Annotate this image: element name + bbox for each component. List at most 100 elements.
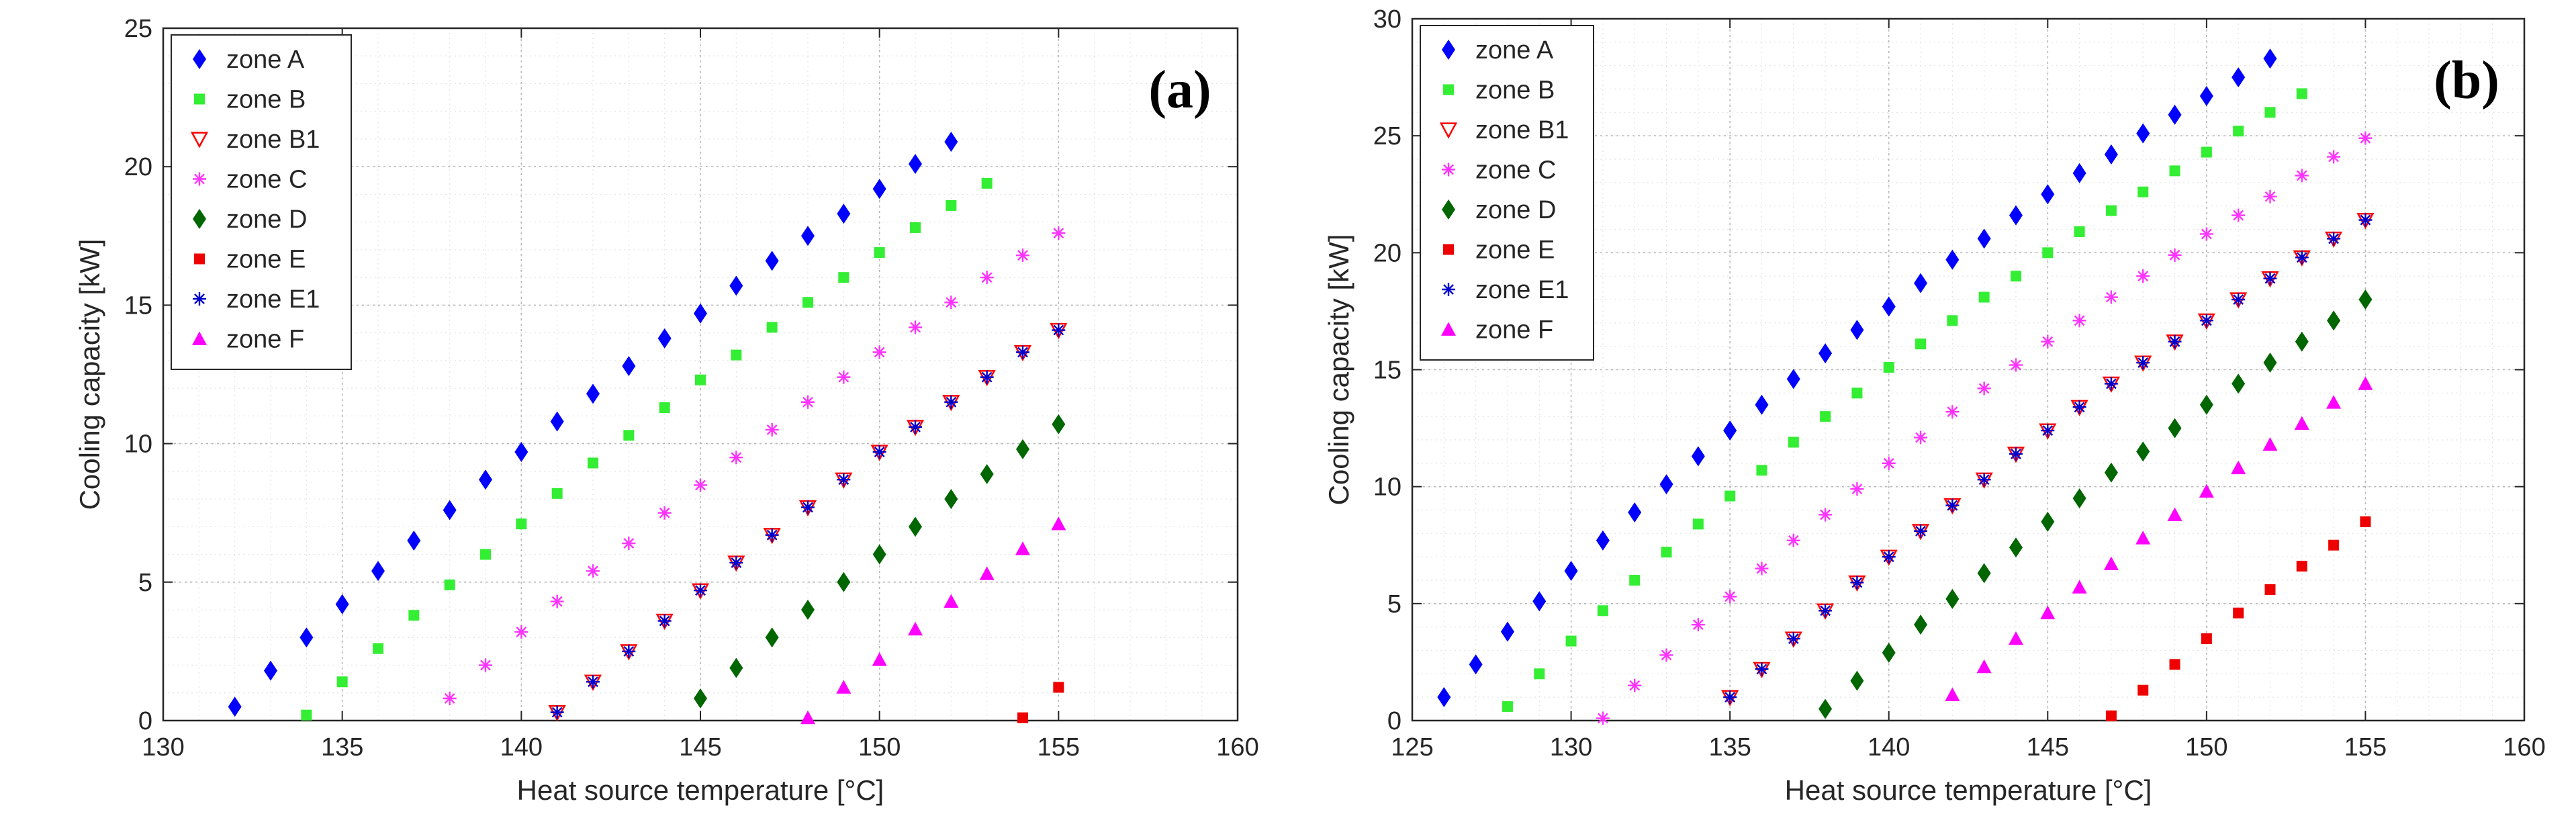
data-point: [2295, 250, 2309, 265]
data-point: [979, 566, 995, 580]
series-zone-a: [1437, 48, 2277, 708]
x-tick-label: 130: [1550, 733, 1592, 762]
data-point: [837, 203, 851, 224]
y-tick-label: 20: [1373, 239, 1401, 267]
data-point: [729, 451, 743, 465]
data-point: [2327, 232, 2341, 246]
data-point: [2295, 331, 2309, 352]
data-point: [872, 179, 886, 199]
data-point: [1819, 698, 1833, 719]
data-point: [1597, 605, 1608, 616]
data-point: [766, 322, 778, 333]
series-zone-d: [694, 414, 1066, 709]
data-point: [800, 710, 815, 725]
legend-label: zone F: [1475, 316, 1553, 345]
series-zone-a: [228, 132, 958, 717]
data-point: [1469, 654, 1483, 675]
data-point: [2137, 186, 2149, 197]
y-tick-label: 25: [1373, 122, 1401, 150]
data-point: [694, 688, 707, 709]
data-point: [944, 594, 959, 608]
data-point: [2199, 394, 2213, 415]
data-point: [946, 199, 957, 211]
legend-label: zone D: [226, 205, 307, 234]
data-point: [2072, 488, 2086, 509]
data-point: [909, 420, 922, 434]
data-point: [1659, 648, 1673, 662]
data-point: [622, 356, 636, 377]
data-point: [2296, 88, 2307, 99]
data-point: [2169, 165, 2180, 177]
data-point: [550, 594, 564, 608]
x-axis-label: Heat source temperature [°C]: [517, 774, 884, 806]
data-point: [2072, 580, 2087, 594]
data-point: [623, 430, 635, 441]
x-tick-label: 145: [2027, 733, 2069, 762]
data-point: [407, 530, 421, 551]
data-point: [1723, 590, 1737, 604]
y-tick-label: 5: [138, 569, 152, 597]
data-point: [2232, 373, 2246, 394]
data-point: [1755, 561, 1769, 576]
data-point: [657, 614, 672, 628]
data-point: [1947, 315, 1958, 326]
data-point: [944, 132, 958, 152]
data-point: [1914, 430, 1928, 445]
x-tick-label: 155: [2344, 733, 2387, 762]
data-point: [1850, 576, 1864, 590]
legend-marker: [192, 331, 207, 345]
x-axis-label: Heat source temperature [°C]: [1785, 774, 2152, 806]
legend-marker: [193, 49, 206, 69]
data-point: [2294, 416, 2309, 430]
data-point: [586, 675, 600, 689]
data-point: [2199, 85, 2213, 106]
legend-marker: [1442, 283, 1455, 296]
data-point: [1016, 439, 1029, 459]
data-point: [2168, 418, 2182, 439]
data-point: [1755, 394, 1769, 415]
data-point: [1532, 591, 1547, 612]
legend-marker: [194, 253, 205, 265]
legend-marker: [1442, 163, 1455, 177]
data-point: [1882, 642, 1896, 663]
data-point: [1820, 411, 1831, 422]
data-point: [729, 275, 743, 296]
legend-label: zone B: [1475, 77, 1555, 105]
data-point: [659, 402, 670, 413]
data-point: [909, 154, 922, 175]
legend-box: [1420, 25, 1594, 361]
data-point: [514, 441, 528, 462]
data-point: [408, 610, 420, 621]
data-point: [2009, 358, 2023, 372]
data-point: [802, 297, 813, 308]
data-point: [2105, 205, 2117, 216]
data-point: [1564, 561, 1578, 582]
legend-label: zone F: [226, 326, 304, 354]
data-point: [695, 374, 706, 385]
data-point: [2326, 395, 2342, 409]
data-point: [1788, 437, 1799, 448]
legend-marker: [1439, 122, 1458, 139]
data-point: [1052, 414, 1066, 434]
data-point: [1882, 296, 1896, 317]
data-point: [228, 696, 242, 717]
data-point: [836, 680, 852, 694]
y-tick-label: 30: [1373, 5, 1401, 34]
data-point: [1692, 518, 1704, 530]
data-point: [729, 657, 743, 678]
x-tick-label: 145: [679, 733, 721, 762]
legend-marker: [1441, 322, 1456, 336]
data-point: [2231, 460, 2246, 475]
x-tick-label: 140: [1868, 733, 1910, 762]
x-tick-label: 125: [1391, 733, 1433, 762]
data-point: [2263, 271, 2277, 285]
data-point: [2136, 123, 2150, 144]
data-point: [1977, 228, 1991, 249]
data-point: [2104, 377, 2118, 391]
data-point: [1052, 323, 1066, 337]
legend-marker: [193, 292, 206, 306]
data-point: [1945, 687, 1960, 702]
data-point: [2232, 293, 2246, 306]
data-point: [1977, 381, 1991, 396]
chart-panel-b: 125 130 135 140 145 150 155 160 0 5 10 15 20 25 30 Heat…: [1323, 5, 2546, 806]
